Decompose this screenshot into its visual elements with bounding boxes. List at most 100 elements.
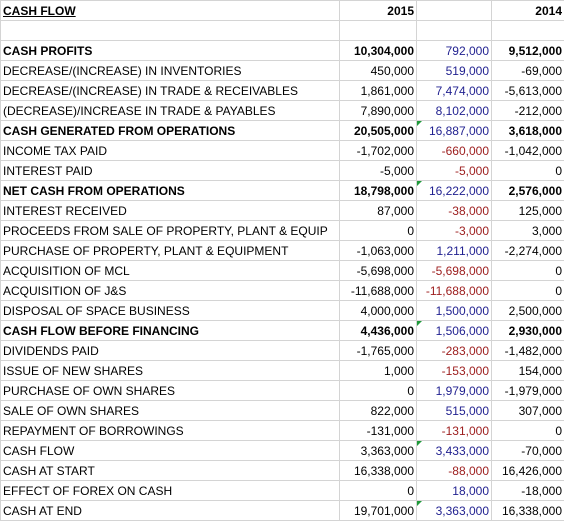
row-label[interactable]: ISSUE OF NEW SHARES <box>0 360 340 381</box>
value-2015-cell[interactable]: -131,000 <box>339 420 417 441</box>
difference-cell[interactable]: 1,506,000 <box>416 320 492 341</box>
blank-cell[interactable] <box>416 20 492 41</box>
value-2014-cell[interactable]: 2,930,000 <box>491 320 564 341</box>
row-label[interactable]: DECREASE/(INCREASE) IN INVENTORIES <box>0 60 340 81</box>
value-2015-cell[interactable]: 3,363,000 <box>339 440 417 461</box>
value-2015-cell[interactable]: 20,505,000 <box>339 120 417 141</box>
difference-cell[interactable]: -88,000 <box>416 460 492 481</box>
value-2014-cell[interactable]: 0 <box>491 160 564 181</box>
difference-cell[interactable]: 3,363,000 <box>416 500 492 521</box>
row-label[interactable]: INTEREST RECEIVED <box>0 200 340 221</box>
value-2014-cell[interactable]: 3,000 <box>491 220 564 241</box>
value-2015-cell[interactable]: 10,304,000 <box>339 40 417 61</box>
value-2015-cell[interactable]: -1,765,000 <box>339 340 417 361</box>
value-2015-cell[interactable]: 822,000 <box>339 400 417 421</box>
difference-cell[interactable]: 16,887,000 <box>416 120 492 141</box>
row-label[interactable]: ACQUISITION OF MCL <box>0 260 340 281</box>
difference-cell[interactable]: 1,500,000 <box>416 300 492 321</box>
difference-cell[interactable]: 18,000 <box>416 480 492 501</box>
value-2014-cell[interactable]: -1,482,000 <box>491 340 564 361</box>
value-2014-cell[interactable]: -69,000 <box>491 60 564 81</box>
value-2015-cell[interactable]: 450,000 <box>339 60 417 81</box>
difference-cell[interactable]: 8,102,000 <box>416 100 492 121</box>
blank-cell[interactable] <box>339 20 417 41</box>
year-2014-header[interactable]: 2014 <box>491 0 564 21</box>
value-2015-cell[interactable]: 7,890,000 <box>339 100 417 121</box>
value-2015-cell[interactable]: -1,702,000 <box>339 140 417 161</box>
value-2014-cell[interactable]: -70,000 <box>491 440 564 461</box>
value-2014-cell[interactable]: 9,512,000 <box>491 40 564 61</box>
row-label[interactable]: NET CASH FROM OPERATIONS <box>0 180 340 201</box>
difference-cell[interactable]: -153,000 <box>416 360 492 381</box>
value-2014-cell[interactable]: 16,426,000 <box>491 460 564 481</box>
value-2014-cell[interactable]: 125,000 <box>491 200 564 221</box>
year-2015-header[interactable]: 2015 <box>339 0 417 21</box>
value-2015-cell[interactable]: -11,688,000 <box>339 280 417 301</box>
value-2014-cell[interactable]: -5,613,000 <box>491 80 564 101</box>
value-2015-cell[interactable]: 4,000,000 <box>339 300 417 321</box>
row-label[interactable]: SALE OF OWN SHARES <box>0 400 340 421</box>
value-2015-cell[interactable]: 18,798,000 <box>339 180 417 201</box>
row-label[interactable]: DISPOSAL OF SPACE BUSINESS <box>0 300 340 321</box>
blank-cell[interactable] <box>491 20 564 41</box>
row-label[interactable]: CASH FLOW <box>0 440 340 461</box>
difference-cell[interactable]: -131,000 <box>416 420 492 441</box>
difference-cell[interactable]: 1,979,000 <box>416 380 492 401</box>
value-2014-cell[interactable]: -1,979,000 <box>491 380 564 401</box>
value-2014-cell[interactable]: -1,042,000 <box>491 140 564 161</box>
difference-cell[interactable]: -5,698,000 <box>416 260 492 281</box>
difference-cell[interactable]: -11,688,000 <box>416 280 492 301</box>
difference-cell[interactable]: 519,000 <box>416 60 492 81</box>
row-label[interactable]: CASH AT START <box>0 460 340 481</box>
value-2014-cell[interactable]: 0 <box>491 420 564 441</box>
value-2015-cell[interactable]: -5,000 <box>339 160 417 181</box>
value-2015-cell[interactable]: 19,701,000 <box>339 500 417 521</box>
value-2014-cell[interactable]: -212,000 <box>491 100 564 121</box>
blank-cell[interactable] <box>0 20 340 41</box>
row-label[interactable]: DECREASE/(INCREASE) IN TRADE & RECEIVABL… <box>0 80 340 101</box>
sheet-title[interactable]: CASH FLOW <box>0 0 340 21</box>
value-2014-cell[interactable]: 0 <box>491 260 564 281</box>
row-label[interactable]: (DECREASE)/INCREASE IN TRADE & PAYABLES <box>0 100 340 121</box>
value-2014-cell[interactable]: -18,000 <box>491 480 564 501</box>
row-label[interactable]: EFFECT OF FOREX ON CASH <box>0 480 340 501</box>
difference-cell[interactable]: -660,000 <box>416 140 492 161</box>
value-2015-cell[interactable]: 87,000 <box>339 200 417 221</box>
difference-cell[interactable]: 515,000 <box>416 400 492 421</box>
row-label[interactable]: PURCHASE OF PROPERTY, PLANT & EQUIPMENT <box>0 240 340 261</box>
row-label[interactable]: DIVIDENDS PAID <box>0 340 340 361</box>
difference-cell[interactable]: 1,211,000 <box>416 240 492 261</box>
row-label[interactable]: ACQUISITION OF J&S <box>0 280 340 301</box>
value-2014-cell[interactable]: 16,338,000 <box>491 500 564 521</box>
value-2015-cell[interactable]: 16,338,000 <box>339 460 417 481</box>
difference-cell[interactable]: -283,000 <box>416 340 492 361</box>
value-2014-cell[interactable]: 307,000 <box>491 400 564 421</box>
difference-cell[interactable]: 3,433,000 <box>416 440 492 461</box>
row-label[interactable]: PROCEEDS FROM SALE OF PROPERTY, PLANT & … <box>0 220 340 241</box>
value-2014-cell[interactable]: 3,618,000 <box>491 120 564 141</box>
value-2015-cell[interactable]: 0 <box>339 220 417 241</box>
difference-cell[interactable]: -5,000 <box>416 160 492 181</box>
value-2015-cell[interactable]: 1,861,000 <box>339 80 417 101</box>
difference-cell[interactable]: 16,222,000 <box>416 180 492 201</box>
row-label[interactable]: CASH PROFITS <box>0 40 340 61</box>
value-2014-cell[interactable]: 2,576,000 <box>491 180 564 201</box>
value-2015-cell[interactable]: 4,436,000 <box>339 320 417 341</box>
value-2014-cell[interactable]: 0 <box>491 280 564 301</box>
difference-cell[interactable]: 7,474,000 <box>416 80 492 101</box>
row-label[interactable]: CASH FLOW BEFORE FINANCING <box>0 320 340 341</box>
difference-header[interactable] <box>416 0 492 21</box>
value-2015-cell[interactable]: 0 <box>339 480 417 501</box>
row-label[interactable]: PURCHASE OF OWN SHARES <box>0 380 340 401</box>
value-2015-cell[interactable]: 0 <box>339 380 417 401</box>
difference-cell[interactable]: 792,000 <box>416 40 492 61</box>
row-label[interactable]: CASH AT END <box>0 500 340 521</box>
difference-cell[interactable]: -3,000 <box>416 220 492 241</box>
row-label[interactable]: INTEREST PAID <box>0 160 340 181</box>
row-label[interactable]: REPAYMENT OF BORROWINGS <box>0 420 340 441</box>
difference-cell[interactable]: -38,000 <box>416 200 492 221</box>
value-2015-cell[interactable]: -5,698,000 <box>339 260 417 281</box>
row-label[interactable]: CASH GENERATED FROM OPERATIONS <box>0 120 340 141</box>
value-2014-cell[interactable]: 154,000 <box>491 360 564 381</box>
value-2015-cell[interactable]: -1,063,000 <box>339 240 417 261</box>
